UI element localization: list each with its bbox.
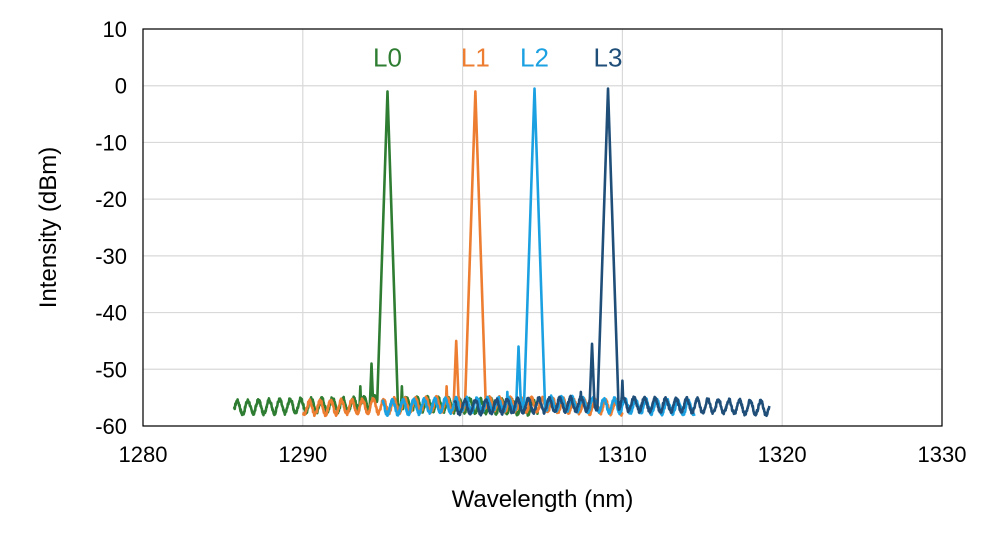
y-tick-label: -20 — [95, 187, 127, 212]
y-tick-label: -30 — [95, 244, 127, 269]
peak-label-l2: L2 — [520, 42, 549, 72]
x-tick-label: 1320 — [758, 442, 807, 467]
peak-labels: L0 L1 L2 L3 — [373, 42, 622, 72]
series-lines — [232, 87, 771, 418]
y-tick-label: -10 — [95, 130, 127, 155]
y-tick-label: -60 — [95, 414, 127, 439]
x-tick-label: 1330 — [918, 442, 967, 467]
y-tick-label: 0 — [115, 74, 127, 99]
peak-label-l1: L1 — [461, 42, 490, 72]
y-tick-label: -50 — [95, 357, 127, 382]
x-tick-label: 1290 — [278, 442, 327, 467]
tick-labels: 1280 1290 1300 1310 1320 1330 10 0 -10 -20 -30 -40 -… — [95, 17, 966, 467]
y-axis-title: Intensity (dBm) — [35, 147, 62, 308]
series-line-l3 — [453, 87, 771, 418]
plot-area-border — [142, 28, 943, 427]
series-line-l2 — [381, 87, 696, 417]
x-tick-label: 1280 — [119, 442, 168, 467]
x-tick-label: 1310 — [598, 442, 647, 467]
series-line-l0 — [232, 90, 539, 417]
x-axis-title: Wavelength (nm) — [452, 486, 634, 513]
peak-label-l3: L3 — [594, 42, 623, 72]
peak-label-l0: L0 — [373, 42, 402, 72]
y-tick-label: 10 — [103, 17, 127, 42]
y-tick-label: -40 — [95, 301, 127, 326]
x-tick-label: 1300 — [438, 442, 487, 467]
